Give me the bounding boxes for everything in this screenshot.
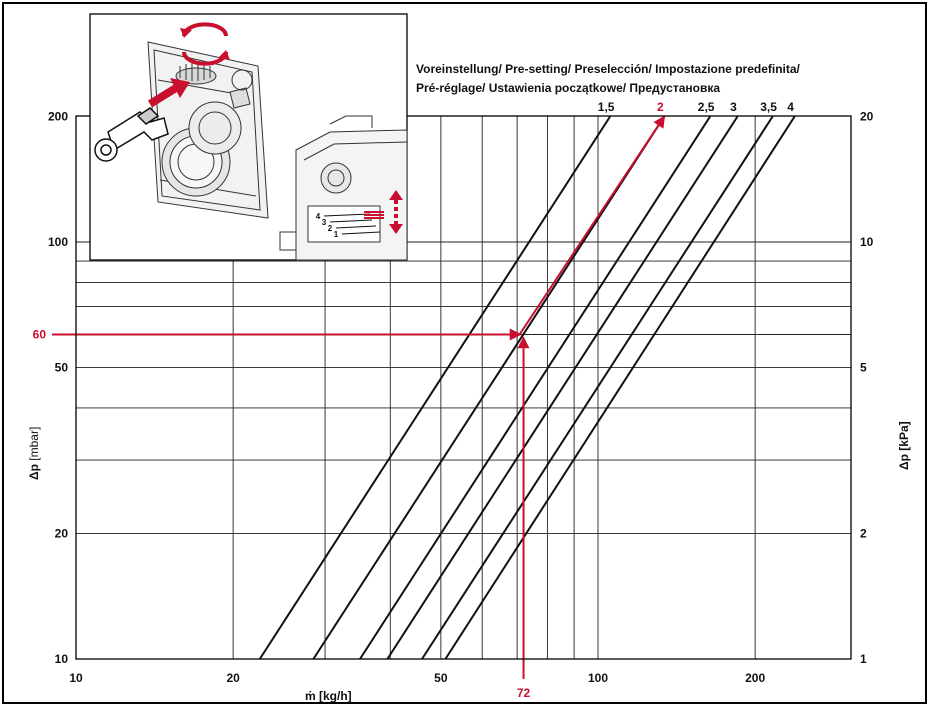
series-line-3 xyxy=(386,115,739,660)
series-line-2-5 xyxy=(359,115,711,660)
example-setting-arrow xyxy=(518,115,666,336)
x-tick-label-10: 10 xyxy=(69,671,83,685)
example-y-label: 60 xyxy=(33,328,47,342)
x-tick-label-200: 200 xyxy=(745,671,765,685)
inset-label-4: 4 xyxy=(316,212,321,221)
series-label-2: 2 xyxy=(657,100,664,114)
y-tick-label-200: 200 xyxy=(48,109,68,123)
series-line-3-5 xyxy=(421,115,774,660)
inset-label-3: 3 xyxy=(322,218,327,227)
series-labels: 1,5 2 2,5 3 3,5 4 xyxy=(598,100,794,114)
series-label-2-5: 2,5 xyxy=(698,100,715,114)
y-tick-label-20: 20 xyxy=(55,526,69,540)
x-tick-label-20: 20 xyxy=(226,671,240,685)
y2-tick-label-5: 5 xyxy=(860,361,867,375)
example-reading: 60 72 xyxy=(33,115,666,700)
x-axis-label: ṁ [kg/h] xyxy=(305,689,352,703)
chart-title-line-2: Pré-réglage/ Ustawienia początkowe/ Пред… xyxy=(416,81,720,95)
x-axis-label-unit: [kg/h] xyxy=(316,689,352,703)
x-tick-label-50: 50 xyxy=(434,671,448,685)
y-tick-label-10: 10 xyxy=(55,652,69,666)
y2-tick-label-20: 20 xyxy=(860,109,874,123)
y-axis-label: Δp [mbar] xyxy=(27,427,41,480)
chart-title-line-1: Voreinstellung/ Pre-setting/ Preselecció… xyxy=(416,62,801,76)
example-x-label: 72 xyxy=(517,686,531,700)
wrench-icon xyxy=(94,107,169,162)
x-tick-label-100: 100 xyxy=(588,671,608,685)
y2-tick-label-1: 1 xyxy=(860,652,867,666)
series-label-3: 3 xyxy=(730,100,737,114)
series-line-1-5 xyxy=(258,115,611,660)
series-label-3-5: 3,5 xyxy=(760,100,777,114)
y2-axis-label: Δp [kPa] xyxy=(897,421,911,470)
plot-border xyxy=(75,115,852,660)
inset-label-1: 1 xyxy=(334,230,339,239)
y2-tick-label-2: 2 xyxy=(860,526,867,540)
y-tick-label-100: 100 xyxy=(48,235,68,249)
insert-arrow-icon xyxy=(147,78,190,108)
setting-scale xyxy=(323,211,384,235)
up-down-arrows-icon xyxy=(389,190,403,234)
inset-label-2: 2 xyxy=(328,224,333,233)
grid xyxy=(76,116,851,659)
rotate-arrows-icon xyxy=(180,22,230,66)
y-axis-label-symbol: Δp xyxy=(27,464,41,480)
y2-tick-label-10: 10 xyxy=(860,235,874,249)
x-axis-label-symbol: ṁ xyxy=(305,689,316,703)
series-line-2 xyxy=(312,115,666,660)
series-line-4 xyxy=(444,115,796,660)
series-lines xyxy=(258,115,796,660)
y-axis-label-unit: [mbar] xyxy=(27,427,41,464)
series-label-4: 4 xyxy=(787,100,794,114)
y-tick-label-50: 50 xyxy=(55,361,69,375)
series-label-1-5: 1,5 xyxy=(598,100,615,114)
